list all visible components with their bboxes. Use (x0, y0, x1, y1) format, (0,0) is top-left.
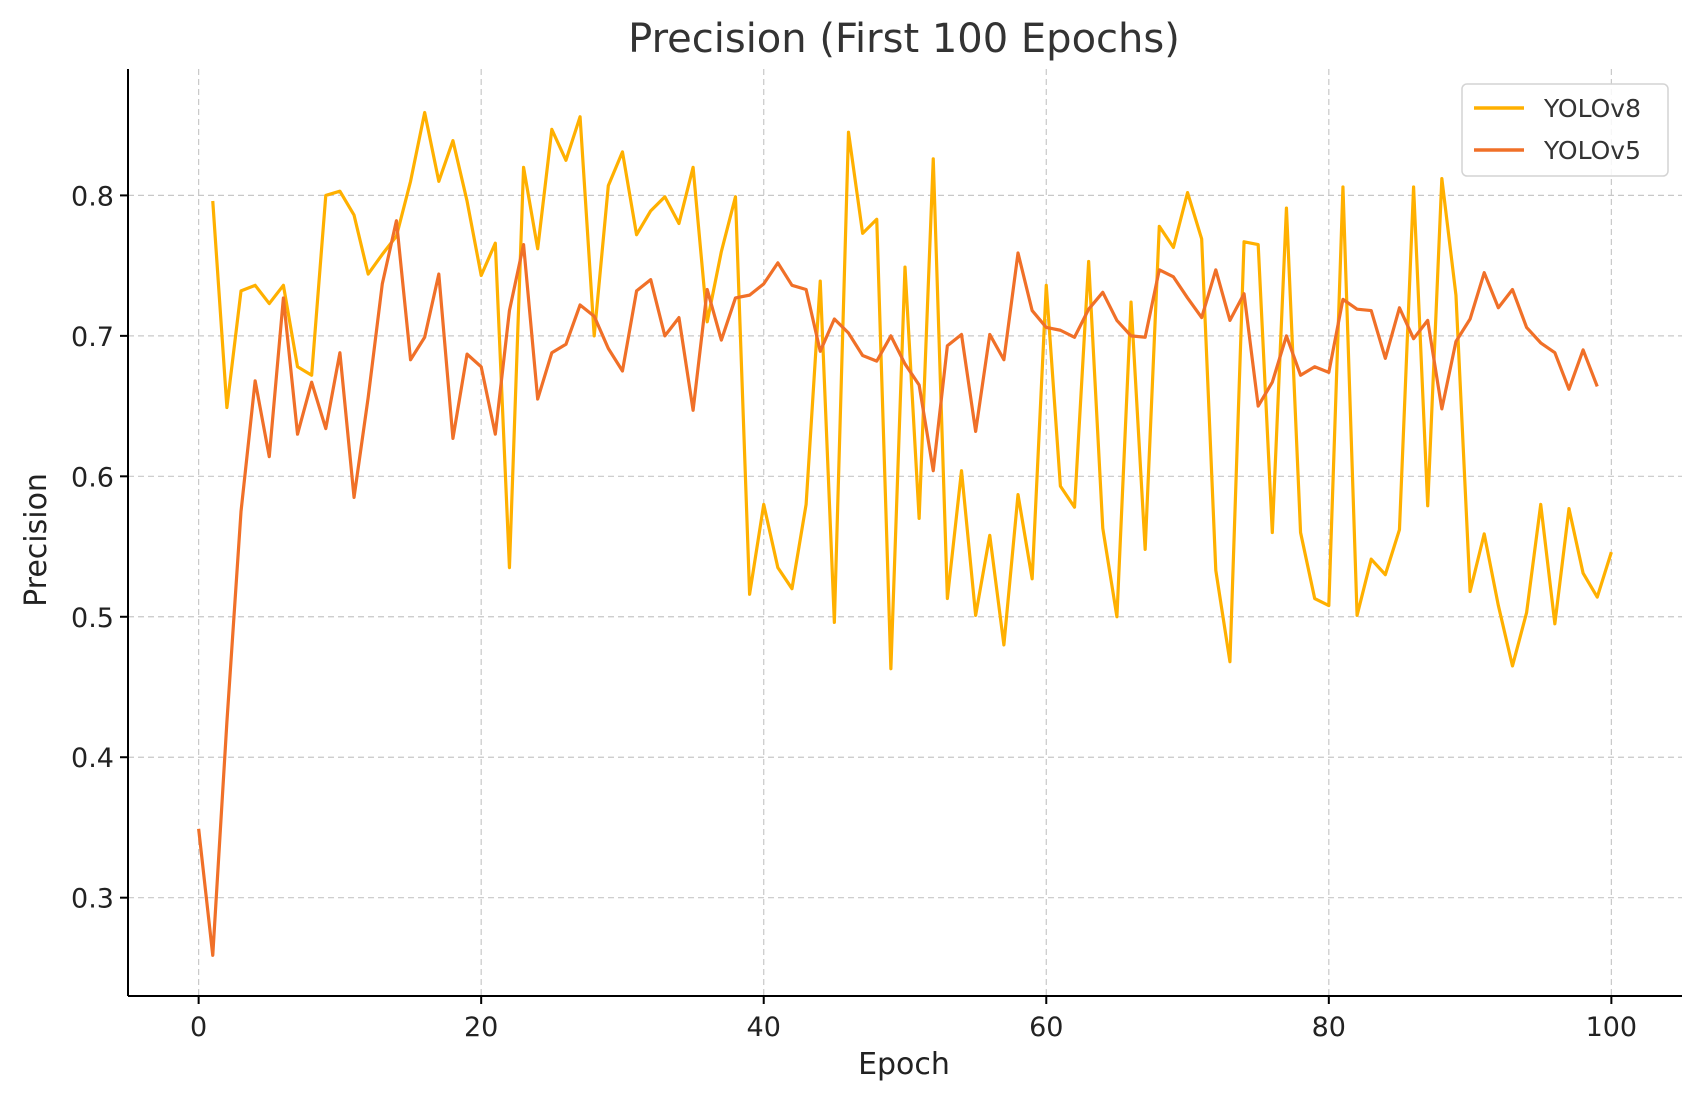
x-tick-label-1: 20 (464, 1012, 498, 1043)
chart-title: Precision (First 100 Epochs) (628, 16, 1180, 62)
legend: YOLOv8 YOLOv5 (1461, 83, 1669, 177)
y-tick-label-4: 0.7 (71, 322, 114, 353)
series-lines (197, 110, 1613, 957)
x-tick-label-2: 40 (747, 1012, 781, 1043)
grid-lines (128, 69, 1682, 996)
series-line-yolov8 (211, 110, 1613, 671)
series-line-yolov5 (197, 219, 1599, 957)
axes (120, 69, 1682, 1004)
legend-label-yolov5: YOLOv5 (1543, 136, 1641, 165)
y-tick-label-2: 0.5 (71, 603, 114, 634)
x-tick-label-5: 100 (1586, 1012, 1638, 1043)
y-tick-label-5: 0.8 (71, 181, 114, 212)
x-axis-label: Epoch (858, 1047, 950, 1082)
tick-labels: 0 20 40 60 80 100 0.3 0.4 0.5 0.6 0.7 0.8 (71, 181, 1637, 1043)
y-tick-label-1: 0.4 (71, 743, 114, 774)
x-tick-label-4: 80 (1312, 1012, 1346, 1043)
legend-label-yolov8: YOLOv8 (1543, 94, 1641, 123)
x-tick-label-3: 60 (1029, 1012, 1063, 1043)
x-tick-label-0: 0 (190, 1012, 207, 1043)
y-tick-label-0: 0.3 (71, 884, 114, 915)
y-tick-label-3: 0.6 (71, 462, 114, 493)
y-axis-label: Precision (19, 473, 54, 607)
